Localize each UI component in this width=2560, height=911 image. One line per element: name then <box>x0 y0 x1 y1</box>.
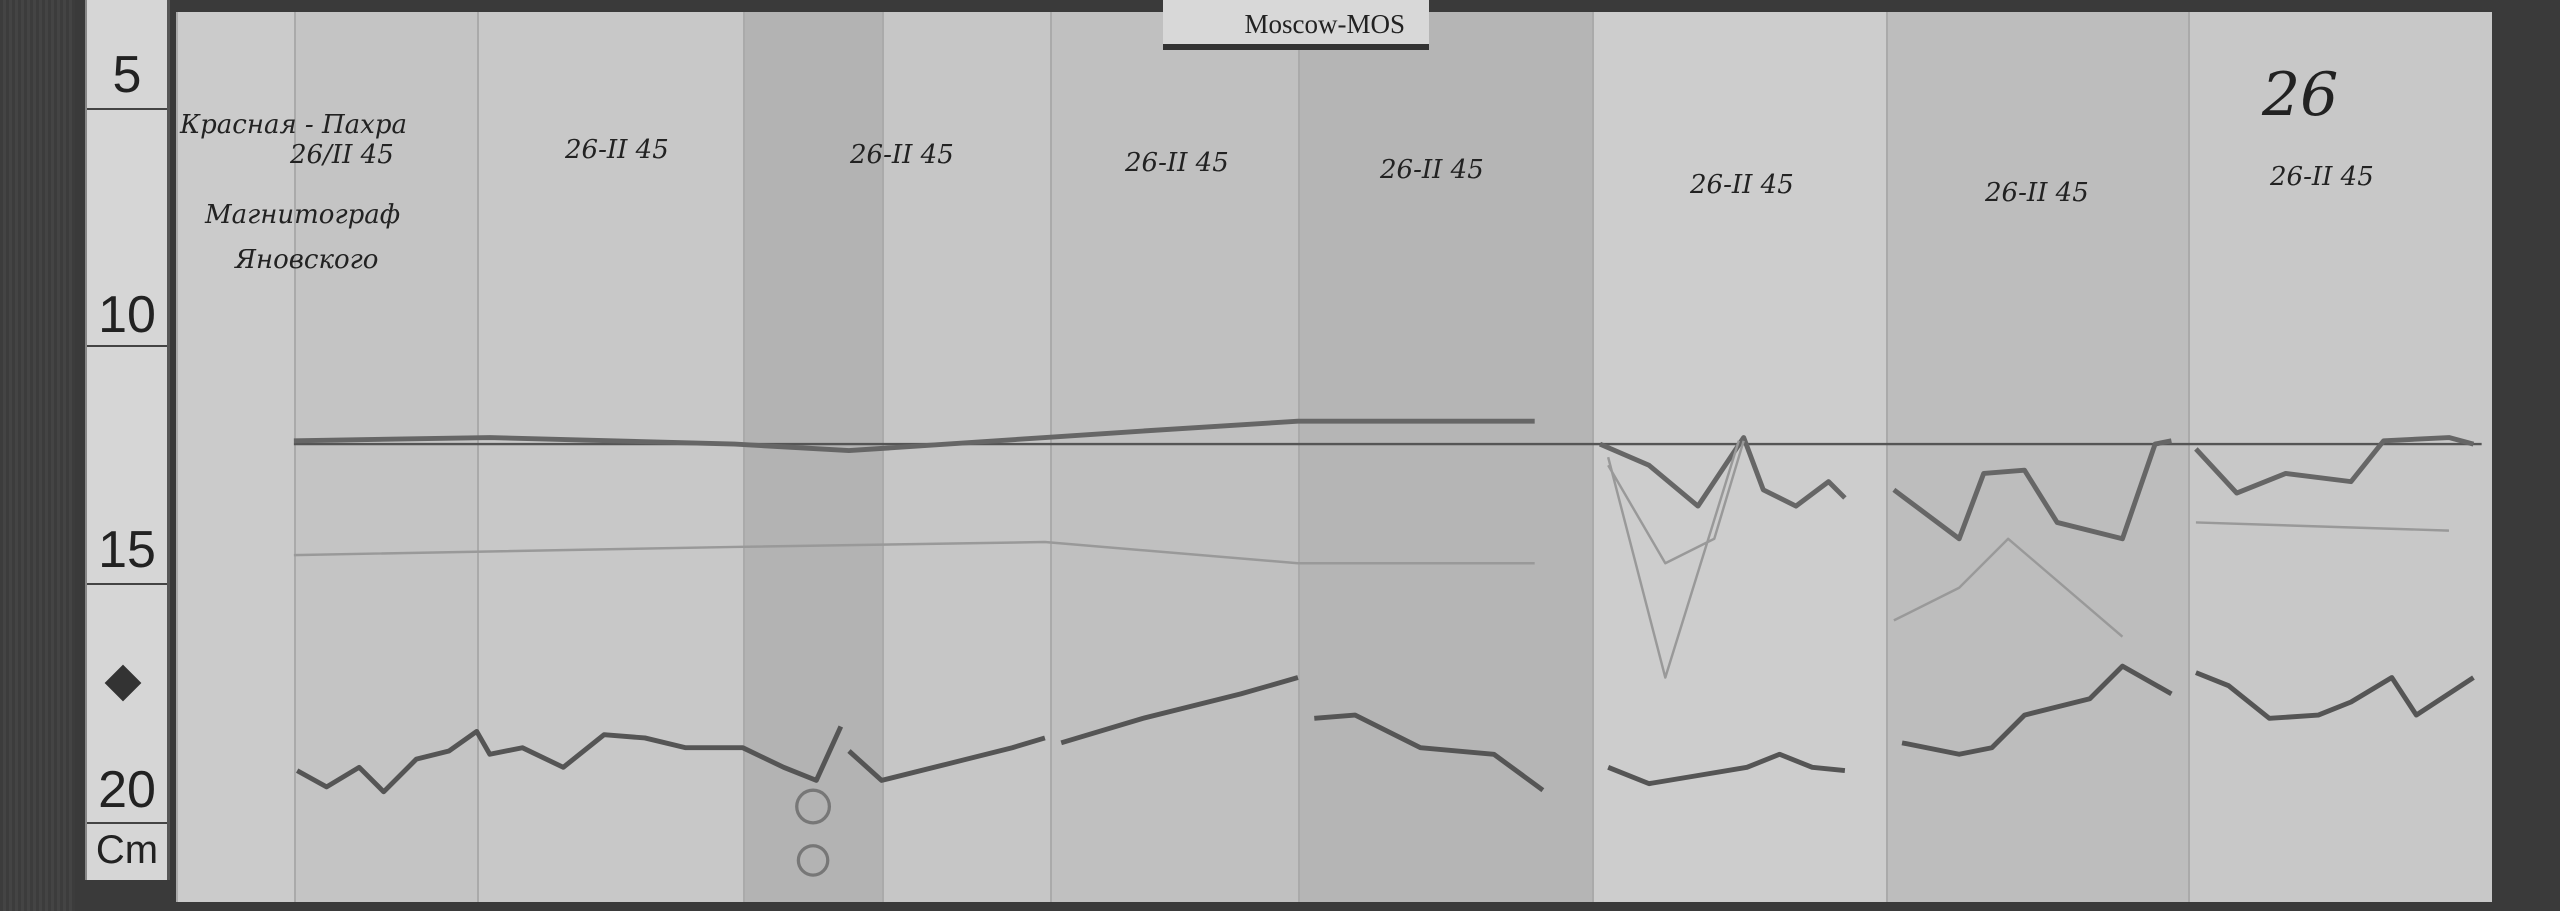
ruler: 5 10 15 20 Cm <box>85 0 170 880</box>
trace-middle <box>293 440 2450 679</box>
ruler-mark: 20 <box>98 761 156 819</box>
background-table <box>0 0 75 911</box>
trace-bottom <box>295 663 2475 795</box>
punch-hole <box>796 844 830 877</box>
panel <box>1050 12 1300 902</box>
ruler-tick <box>87 108 167 110</box>
panel-date: 26-II 45 <box>850 140 954 170</box>
header-date: 26/II 45 <box>290 140 394 170</box>
ruler-mark: 5 <box>112 46 142 104</box>
panel-date: 26-II 45 <box>1380 155 1484 185</box>
station-tag: Moscow-MOS <box>1163 0 1429 50</box>
panel <box>477 12 745 902</box>
panel <box>882 12 1052 902</box>
instrument-name: Магнитограф <box>205 200 401 230</box>
ruler-unit: Cm <box>95 828 159 872</box>
panel <box>1886 12 2190 902</box>
panel <box>2188 12 2492 902</box>
panel-date: 26-II 45 <box>1985 178 2089 208</box>
ruler-mark: 15 <box>98 521 156 579</box>
panel-date: 26-II 45 <box>1125 148 1229 178</box>
background-table-right <box>2495 0 2560 911</box>
ruler-tick <box>87 822 167 824</box>
punch-hole <box>795 788 832 825</box>
station-name: Красная - Пахра <box>180 110 407 140</box>
trace-top <box>293 418 2475 542</box>
panel <box>176 12 296 902</box>
panel-date: 26-II 45 <box>1690 170 1794 200</box>
ruler-tick <box>87 583 167 585</box>
panel <box>1298 12 1594 902</box>
panel-date: 26-II 45 <box>2270 162 2374 192</box>
instrument-maker: Яновского <box>235 245 379 275</box>
magnetogram-strip <box>176 12 2492 902</box>
ruler-mark: 10 <box>98 286 156 344</box>
panel <box>743 12 884 902</box>
ruler-tick <box>87 345 167 347</box>
panel-date: 26-II 45 <box>565 135 669 165</box>
page-number: 26 <box>2262 60 2339 130</box>
